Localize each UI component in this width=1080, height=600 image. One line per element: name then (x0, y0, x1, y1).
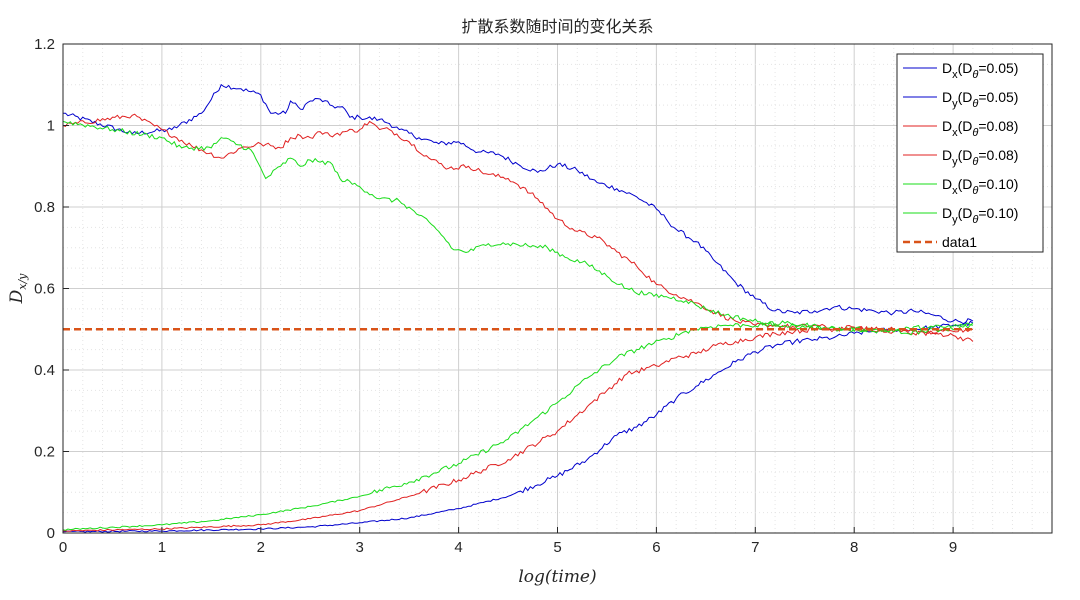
y-tick-label: 0.4 (34, 362, 55, 379)
legend-entry: Dy(Dθ=0.08) (942, 147, 1018, 168)
legend-entry: Dy(Dθ=0.05) (942, 89, 1018, 110)
y-tick-label: 0.6 (34, 281, 55, 298)
series-line (62, 83, 974, 325)
series-line (62, 320, 974, 533)
chart-title: 扩散系数随时间的变化关系 (461, 17, 653, 36)
legend-entry: Dx(Dθ=0.08) (942, 118, 1018, 139)
x-tick-label: 9 (949, 539, 957, 556)
x-tick-label: 8 (850, 539, 858, 556)
x-tick-label: 4 (454, 539, 462, 556)
y-tick-label: 1.2 (34, 36, 55, 53)
x-tick-label: 2 (257, 539, 265, 556)
series-layer (62, 83, 974, 533)
x-tick-label: 7 (751, 539, 759, 556)
series-line (62, 325, 973, 532)
y-tick-label: 0 (47, 525, 55, 542)
legend-box (896, 53, 1044, 253)
ticks: 0 1 2 3 4 5 6 7 8 9 0 0.2 0.4 0.6 0.8 1 1.2 (34, 36, 957, 556)
x-tick-label: 5 (553, 539, 561, 556)
x-tick-label: 1 (158, 539, 166, 556)
y-tick-label: 0.2 (34, 444, 55, 461)
x-axis-label: log(time) (518, 567, 596, 587)
legend-entry: data1 (942, 234, 977, 250)
y-tick-label: 1 (47, 118, 55, 135)
series-line (62, 320, 974, 531)
x-tick-label: 0 (59, 539, 67, 556)
x-tick-label: 6 (652, 539, 660, 556)
y-tick-label: 0.8 (34, 199, 55, 216)
legend-entry: Dx(Dθ=0.05) (942, 60, 1018, 81)
legend-entry: Dx(Dθ=0.10) (942, 176, 1018, 197)
series-line (62, 113, 974, 342)
legend-entry: Dy(Dθ=0.10) (942, 205, 1018, 226)
x-tick-label: 3 (356, 539, 364, 556)
legend: Dx(Dθ=0.05) Dy(Dθ=0.05) Dx(Dθ=0.08) Dy(Dθ=0… (896, 53, 1044, 253)
y-axis-label: Dx/y (7, 273, 29, 305)
